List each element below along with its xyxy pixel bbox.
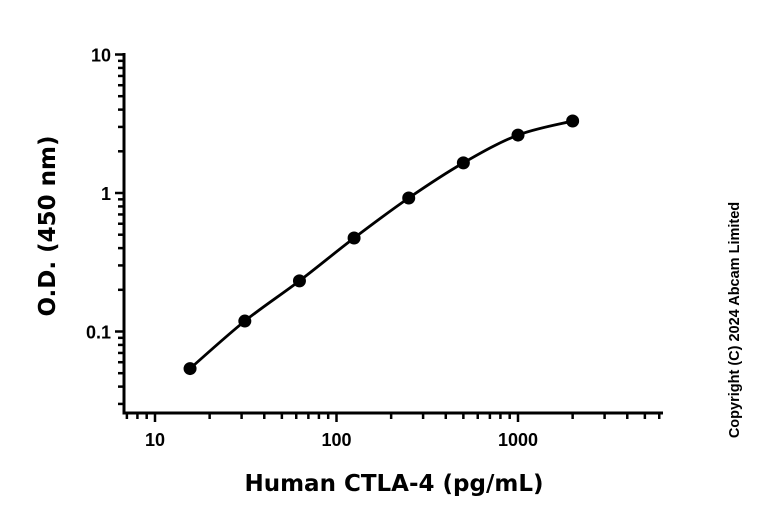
data-point: [566, 114, 580, 128]
data-point: [292, 274, 306, 288]
fit-curve: [189, 119, 573, 370]
x-axis-title: Human CTLA-4 (pg/mL): [244, 471, 543, 497]
data-point: [238, 314, 252, 328]
data-points: [183, 114, 580, 376]
x-tick-label: 1000: [498, 430, 538, 450]
x-tick-label: 10: [145, 430, 165, 450]
x-axis: 10 100 1000: [122, 411, 663, 450]
data-point: [183, 362, 197, 376]
y-tick-label: 0.1: [86, 323, 111, 343]
data-point: [402, 191, 416, 205]
copyright-notice: Copyright (C) 2024 Abcam Limited: [727, 202, 743, 438]
data-point: [456, 156, 470, 170]
y-tick-label: 10: [91, 46, 111, 66]
x-tick-label: 100: [321, 430, 351, 450]
y-axis: 0.1 1 10: [86, 46, 126, 415]
data-point: [511, 128, 525, 142]
y-axis-title: O.D. (450 nm): [35, 135, 61, 316]
data-point: [347, 231, 361, 245]
y-tick-label: 1: [101, 184, 111, 204]
